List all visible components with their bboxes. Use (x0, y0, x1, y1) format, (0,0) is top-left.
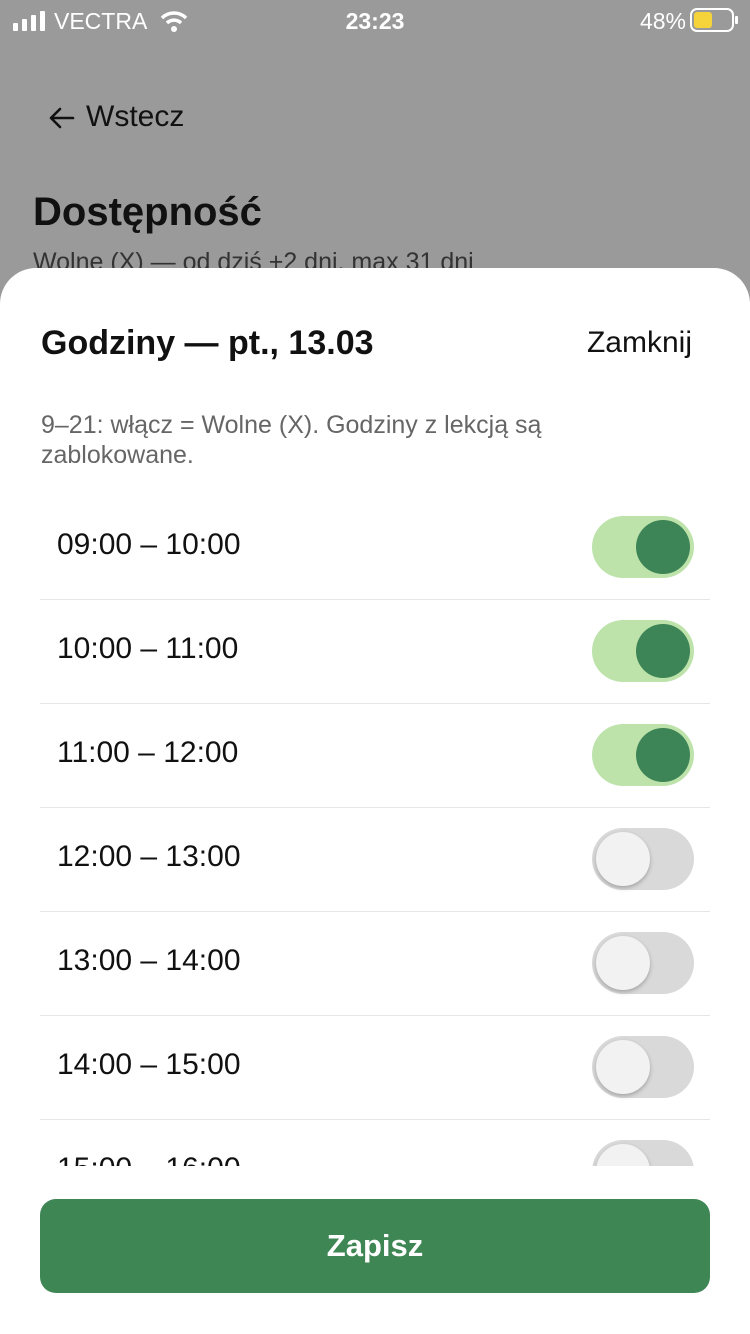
status-bar: VECTRA 23:23 48% (0, 0, 750, 40)
slot-time: 11:00 – 12:00 (57, 736, 239, 769)
slot-row: 15:00 – 16:00 (40, 1120, 710, 1166)
signal-icon (13, 11, 45, 31)
toggle-knob (596, 832, 650, 886)
toggle-knob (596, 936, 650, 990)
slot-time: 09:00 – 10:00 (57, 528, 241, 561)
battery-level: 48% (639, 8, 686, 34)
slot-toggle[interactable] (592, 932, 694, 994)
toggle-knob (636, 520, 690, 574)
slot-time: 13:00 – 14:00 (57, 944, 241, 977)
battery-icon (690, 8, 738, 32)
save-button[interactable]: Zapisz (40, 1199, 710, 1293)
slot-toggle[interactable] (592, 828, 694, 890)
clock: 23:23 (345, 8, 405, 34)
slot-row: 11:00 – 12:00 (40, 704, 710, 808)
toggle-knob (596, 1144, 650, 1166)
toggle-knob (596, 1040, 650, 1094)
slot-toggle[interactable] (592, 620, 694, 682)
slot-time: 15:00 – 16:00 (57, 1152, 241, 1166)
slot-row: 13:00 – 14:00 (40, 912, 710, 1016)
slot-row: 12:00 – 13:00 (40, 808, 710, 912)
slot-row: 09:00 – 10:00 (40, 496, 710, 600)
slot-list: 09:00 – 10:00 10:00 – 11:00 11:00 – 12:00 1… (40, 496, 710, 1166)
bottom-sheet: Godziny — pt., 13.03 Zamknij 9–21: włącz… (0, 268, 750, 1334)
slot-time: 12:00 – 13:00 (57, 840, 241, 873)
back-arrow[interactable] (48, 106, 76, 130)
wifi-icon (160, 11, 188, 32)
page-title: Dostępność (33, 190, 262, 234)
toggle-knob (636, 728, 690, 782)
toggle-knob (636, 624, 690, 678)
back-button[interactable]: Wstecz (86, 100, 185, 133)
slot-toggle[interactable] (592, 516, 694, 578)
slot-toggle[interactable] (592, 1140, 694, 1166)
slot-toggle[interactable] (592, 1036, 694, 1098)
sheet-title: Godziny — pt., 13.03 (41, 324, 374, 362)
slot-row: 10:00 – 11:00 (40, 600, 710, 704)
description: 9–21: włącz = Wolne (X). Godziny z lekcj… (41, 411, 542, 469)
slot-time: 14:00 – 15:00 (57, 1048, 241, 1081)
slot-row: 14:00 – 15:00 (40, 1016, 710, 1120)
close-button[interactable]: Zamknij (586, 326, 692, 359)
carrier: VECTRA (54, 8, 148, 34)
slot-toggle[interactable] (592, 724, 694, 786)
slot-time: 10:00 – 11:00 (57, 632, 239, 665)
